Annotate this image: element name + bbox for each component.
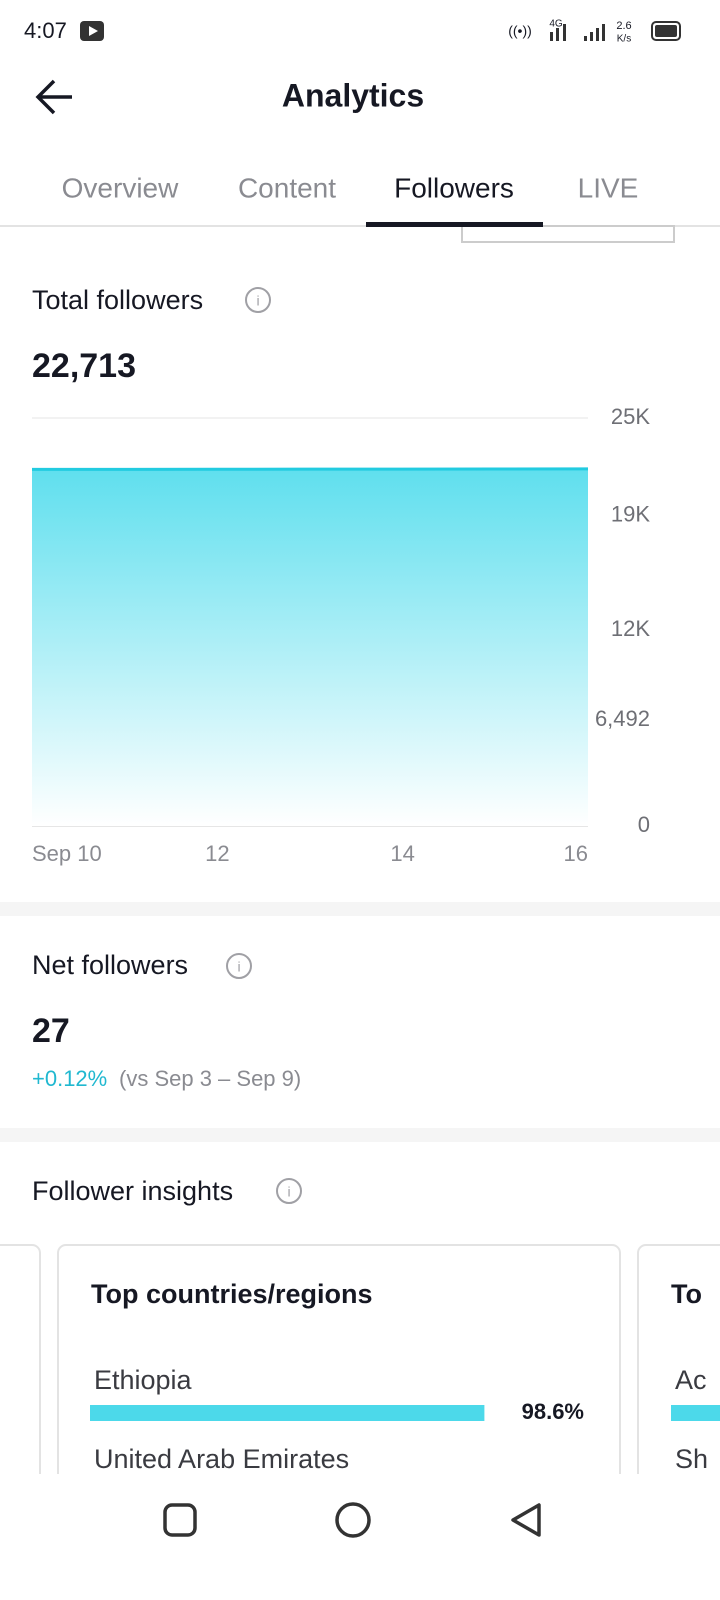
status-icon [89, 26, 98, 36]
country-value: 98.6% [522, 1399, 584, 1424]
x-tick-label: Sep 10 [32, 841, 102, 866]
net-comparison: (vs Sep 3 – Sep 9) [119, 1066, 301, 1091]
y-tick-label: 6,492 [595, 706, 650, 731]
x-tick-label: 16 [564, 841, 588, 866]
back-nav-button[interactable] [511, 1503, 541, 1537]
info-icon: i [287, 1184, 290, 1200]
battery [651, 21, 681, 41]
country-name: Ethiopia [94, 1365, 193, 1395]
separator [0, 1128, 720, 1142]
info-icon: i [237, 959, 240, 975]
net-speed: 2.6 [616, 20, 631, 32]
network-type: 4G [549, 19, 563, 30]
country-name: United Arab Emirates [94, 1444, 349, 1474]
net-followers-value: 27 [32, 1012, 70, 1050]
signal-icon [550, 24, 605, 41]
tab[interactable]: Overview [62, 172, 179, 203]
y-tick-label: 0 [638, 812, 650, 837]
info-icon: i [256, 293, 259, 309]
separator [0, 902, 720, 916]
info-icon[interactable] [276, 1178, 302, 1204]
card-title: Top countries/regions [91, 1279, 373, 1309]
info-icon[interactable] [226, 953, 252, 979]
country-name: Ac [675, 1365, 707, 1395]
tab[interactable]: Content [238, 172, 336, 203]
card-title: To [671, 1279, 702, 1309]
section-title: Total followers [32, 285, 203, 315]
date-picker[interactable] [461, 225, 675, 243]
bar [671, 1405, 720, 1421]
page-title: Analytics [282, 77, 424, 113]
tab[interactable]: LIVE [578, 172, 639, 203]
x-tick-label: 14 [390, 841, 414, 866]
y-tick-label: 25K [611, 404, 650, 429]
area [32, 468, 588, 826]
country-name: Sh [675, 1444, 708, 1474]
home-button[interactable] [335, 1502, 371, 1538]
x-tick-label: 12 [205, 841, 229, 866]
nav-bar [0, 1474, 720, 1600]
total-followers-value: 22,713 [32, 347, 136, 385]
net-speed-unit: K/s [617, 34, 631, 45]
back-button[interactable] [35, 79, 72, 115]
battery-level [655, 25, 677, 37]
tab[interactable]: Followers [394, 172, 514, 203]
info-icon[interactable] [245, 287, 271, 313]
y-tick-label: 12K [611, 616, 650, 641]
recent-apps-button[interactable] [163, 1503, 197, 1537]
tab-indicator [366, 222, 543, 227]
status-time: 4:07 [24, 18, 67, 43]
bar [90, 1405, 485, 1421]
section-title: Follower insights [32, 1176, 233, 1206]
chart: 0 6,492 12K 19K 25K Sep 10 12 14 16 [31, 404, 650, 866]
y-tick-label: 19K [611, 502, 650, 527]
section-title: Net followers [32, 950, 188, 980]
insight-card [0, 1244, 41, 1506]
net-change: +0.12% [32, 1066, 107, 1091]
hotspot-icon: ((•)) [508, 23, 532, 39]
